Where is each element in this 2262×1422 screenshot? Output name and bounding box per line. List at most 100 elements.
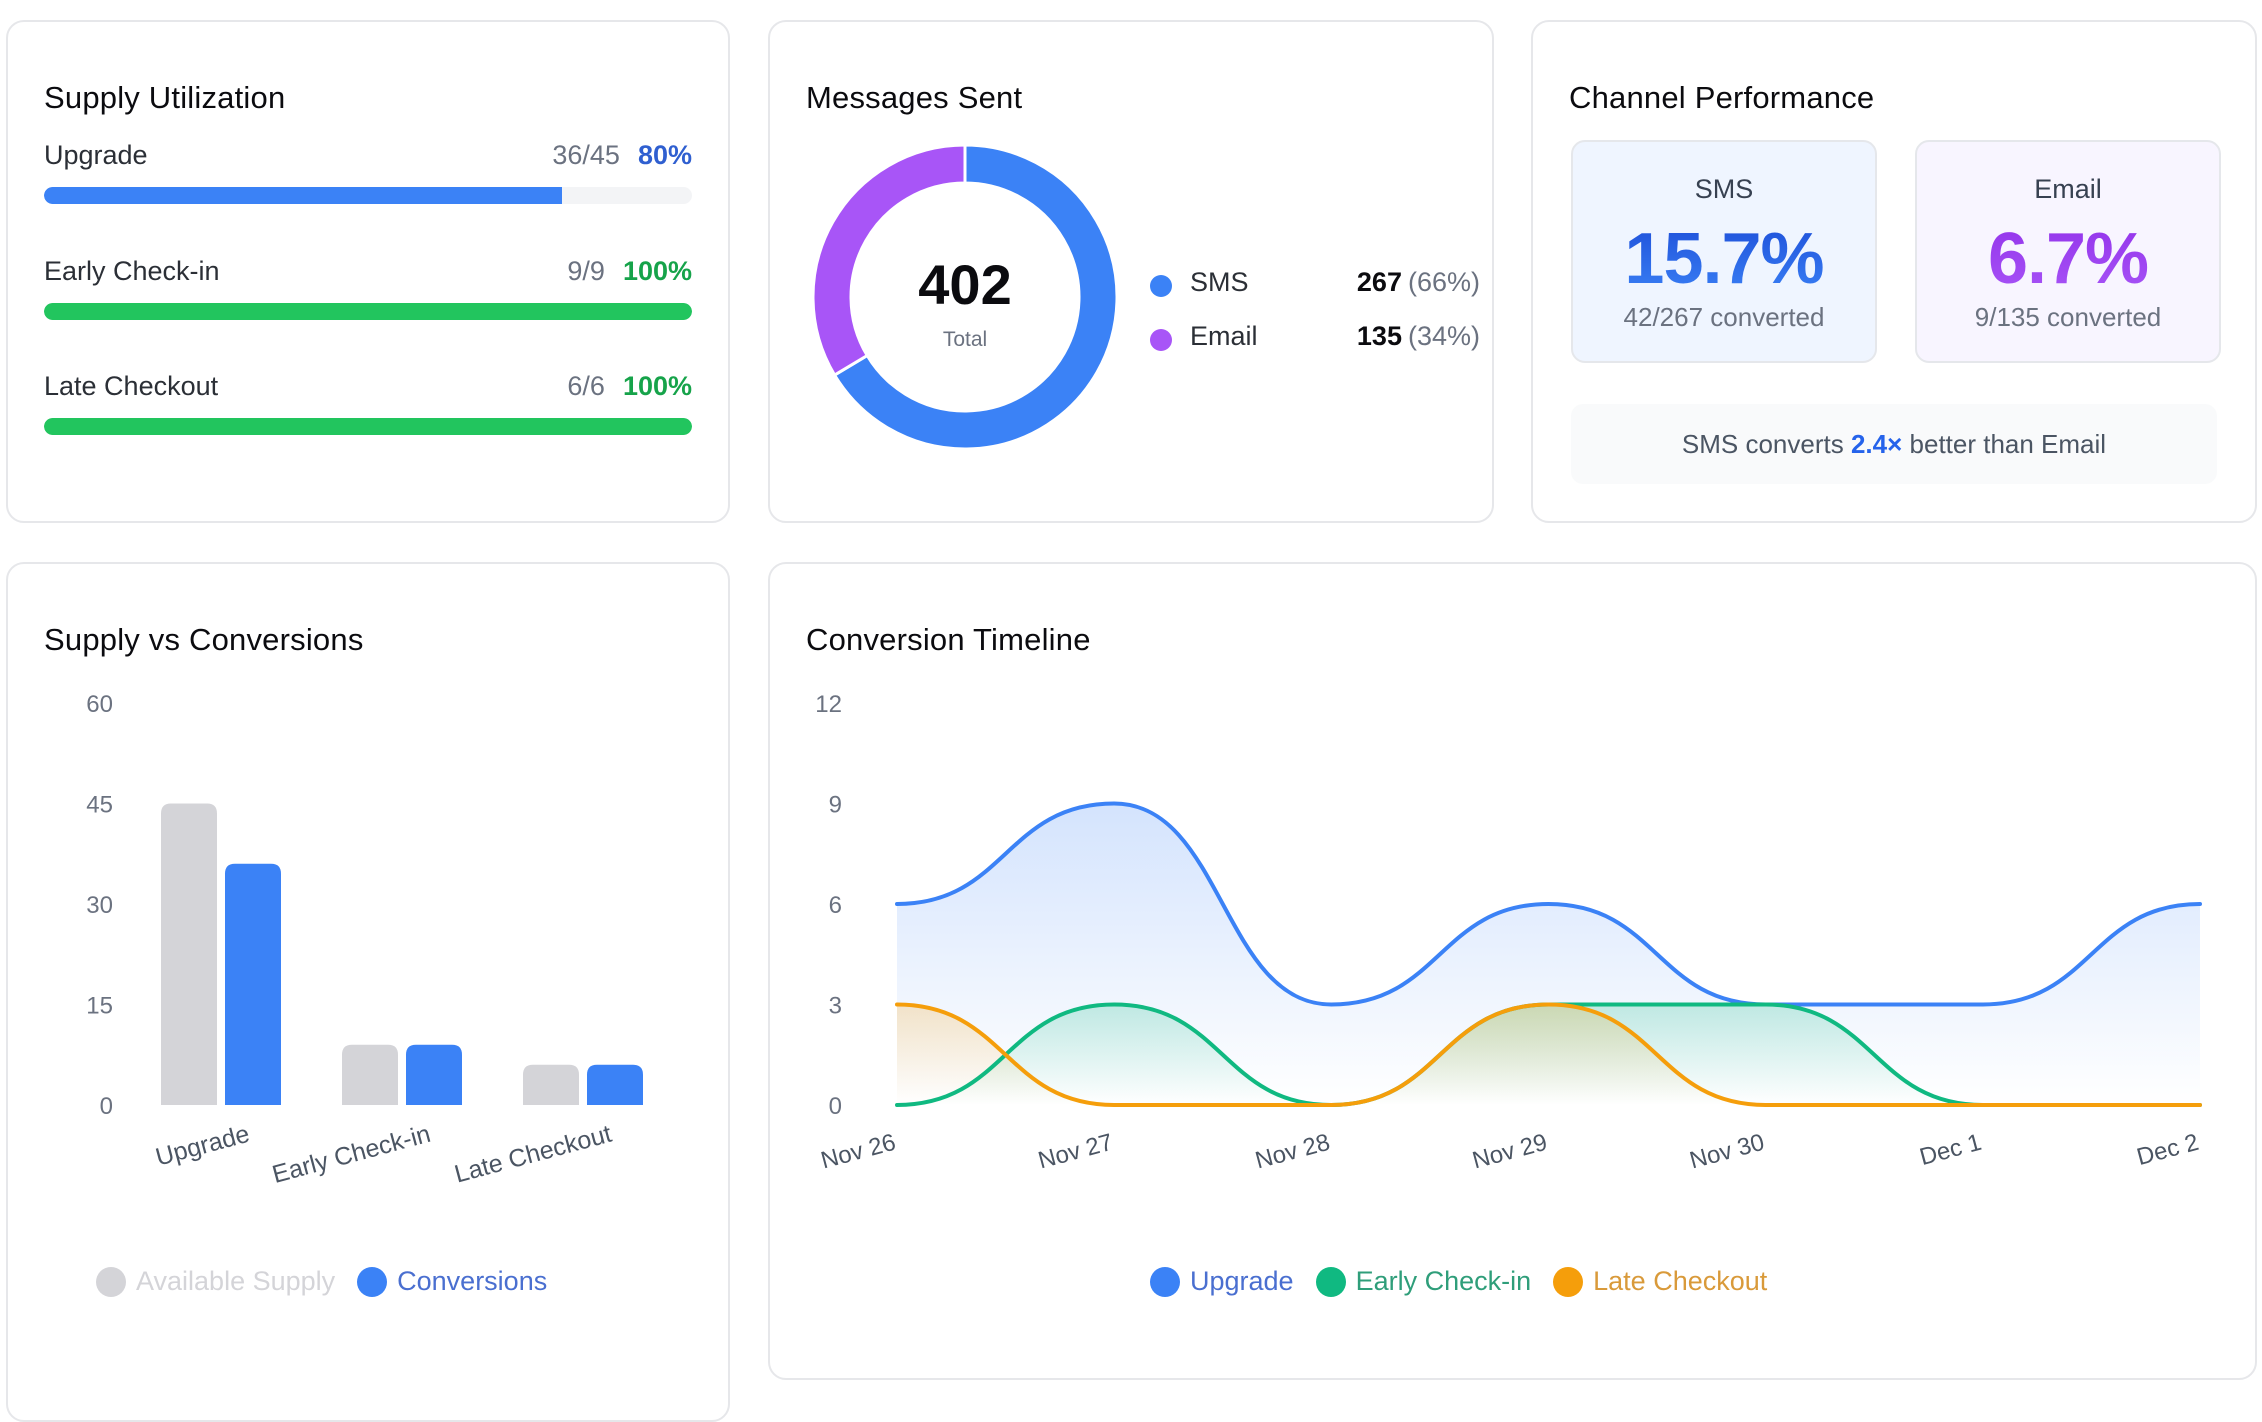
x-tick-label: Dec 1: [1917, 1129, 1985, 1171]
area-upgrade: [897, 803, 2200, 1105]
channel-conversion-rate: 15.7%: [1573, 218, 1875, 300]
legend-dot-icon: [96, 1266, 126, 1297]
legend-label: Available Supply: [136, 1266, 336, 1296]
line-late-checkout[interactable]: [895, 1002, 2202, 1107]
supply-vs-conversions-card: Supply vs Conversions 0 15 30 45 60 Upgrade Ea…: [6, 562, 730, 1422]
bar-available-supply[interactable]: [523, 1064, 579, 1105]
progress-track: [44, 187, 692, 204]
y-tick-label: 3: [829, 993, 842, 1020]
legend-item-sms[interactable]: SMS 267 (66%): [1150, 267, 1480, 321]
legend-item-conversions[interactable]: Conversions: [357, 1266, 547, 1297]
legend-percent: (34%): [1407, 321, 1480, 351]
progress-fill: [44, 187, 563, 204]
legend-label: SMS: [1190, 267, 1249, 297]
bar-available-supply[interactable]: [342, 1044, 398, 1105]
x-tick-label: Early Check-in: [269, 1120, 433, 1184]
y-tick-label: 0: [829, 1093, 842, 1120]
y-tick-label: 9: [829, 792, 842, 819]
bar-conversions[interactable]: [225, 863, 281, 1105]
legend-dot-icon: [1315, 1266, 1346, 1297]
donut-total-value: 402: [918, 253, 1012, 316]
legend-item-upgrade[interactable]: Upgrade: [1150, 1266, 1294, 1297]
channel-performance-card: Channel Performance SMS 15.7% 42/267 con…: [1531, 20, 2257, 523]
card-title: Channel Performance: [1569, 80, 1875, 115]
y-tick-label: 0: [100, 1093, 113, 1120]
channel-box-sms: SMS 15.7% 42/267 converted: [1571, 140, 1877, 363]
utilization-label: Late Checkout: [44, 371, 219, 401]
donut-slice-sms[interactable]: [832, 143, 1119, 451]
bar-conversions[interactable]: [587, 1064, 643, 1105]
legend-item-available-supply[interactable]: Available Supply: [96, 1266, 335, 1297]
utilization-percent: 100%: [622, 371, 692, 401]
area-late-checkout: [897, 1004, 2200, 1105]
line-upgrade[interactable]: [895, 801, 2202, 1007]
channel-box-email: Email 6.7% 9/135 converted: [1915, 140, 2221, 363]
bar-conversions[interactable]: [406, 1044, 462, 1105]
legend-item-late-checkout[interactable]: Late Checkout: [1553, 1266, 1767, 1297]
utilization-values: 9/9 100%: [567, 256, 692, 287]
legend-percent: (66%): [1407, 267, 1480, 297]
conversion-timeline-card: Conversion Timeline 0 3 6 9 12 Nov 26 Nov 27 No…: [768, 562, 2257, 1380]
comparison-suffix: better than Email: [1902, 429, 2107, 459]
legend-value: 267 (66%): [1357, 267, 1480, 298]
x-tick-label: Late Checkout: [452, 1120, 615, 1184]
donut-slice-email[interactable]: [811, 143, 967, 378]
y-tick-label: 12: [815, 691, 842, 718]
channel-name: SMS: [1694, 174, 1754, 204]
card-title: Conversion Timeline: [806, 622, 1091, 657]
legend-item-early-check-in[interactable]: Early Check-in: [1315, 1266, 1532, 1297]
utilization-percent: 80%: [637, 140, 692, 170]
y-tick-label: 45: [86, 792, 113, 819]
utilization-values: 6/6 100%: [567, 371, 692, 402]
utilization-fraction: 6/6: [567, 371, 605, 401]
comparison-prefix: SMS converts: [1681, 429, 1851, 459]
y-tick-label: 15: [86, 993, 113, 1020]
legend-value: 135 (34%): [1357, 321, 1480, 352]
utilization-percent: 100%: [622, 256, 692, 286]
utilization-label: Early Check-in: [44, 256, 220, 286]
x-tick-label: Nov 29: [1470, 1129, 1550, 1175]
legend-dot-icon: [1150, 329, 1172, 351]
x-tick-label: Dec 2: [2134, 1129, 2202, 1171]
comparison-highlight: 2.4×: [1850, 429, 1903, 459]
y-tick-label: 60: [86, 691, 113, 718]
x-tick-label: Nov 28: [1252, 1129, 1332, 1175]
channel-conversion-rate: 6.7%: [1917, 218, 2219, 300]
x-tick-label: Nov 26: [818, 1129, 898, 1175]
legend-dot-icon: [1553, 1266, 1584, 1297]
utilization-row-upgrade: Upgrade 36/45 80%: [44, 140, 692, 210]
utilization-values: 36/45 80%: [552, 140, 692, 171]
progress-fill: [44, 303, 692, 320]
channel-conversion-detail: 9/135 converted: [1974, 302, 2162, 332]
legend-dot-icon: [1150, 1266, 1180, 1297]
progress-fill: [44, 418, 692, 435]
legend-count: 267: [1356, 267, 1402, 297]
bar-chart: 0 15 30 45 60 Upgrade Early Check-in Late Check…: [86, 691, 643, 1184]
donut-chart: 402 Total: [810, 142, 1120, 452]
channel-name: Email: [2034, 174, 2102, 204]
legend-label: Early Check-in: [1355, 1266, 1532, 1296]
legend-label: Email: [1190, 321, 1258, 351]
supply-utilization-card: Supply Utilization Upgrade 36/45 80% Earl…: [6, 20, 730, 523]
y-tick-label: 6: [829, 892, 842, 919]
utilization-fraction: 36/45: [552, 140, 620, 170]
donut-legend: SMS 267 (66%) Email 135 (34%): [1150, 267, 1480, 375]
utilization-label: Upgrade: [44, 140, 148, 170]
channel-comparison-banner: SMS converts 2.4× better than Email: [1571, 404, 2217, 484]
progress-track: [44, 303, 692, 320]
bar-available-supply[interactable]: [161, 803, 217, 1106]
y-tick-label: 30: [86, 892, 113, 919]
channel-conversion-detail: 42/267 converted: [1623, 302, 1825, 332]
bar-chart-legend: Available Supply Conversions: [96, 1266, 569, 1297]
utilization-row-early-check-in: Early Check-in 9/9 100%: [44, 256, 692, 326]
legend-label: Late Checkout: [1593, 1266, 1768, 1296]
card-title: Supply vs Conversions: [44, 622, 364, 657]
progress-track: [44, 418, 692, 435]
donut-total-label: Total: [942, 328, 988, 351]
x-tick-label: Nov 30: [1687, 1129, 1767, 1175]
x-tick-label: Nov 27: [1035, 1129, 1115, 1175]
legend-count: 135: [1356, 321, 1402, 351]
card-title: Supply Utilization: [44, 80, 286, 115]
utilization-fraction: 9/9: [567, 256, 605, 286]
legend-item-email[interactable]: Email 135 (34%): [1150, 321, 1480, 375]
